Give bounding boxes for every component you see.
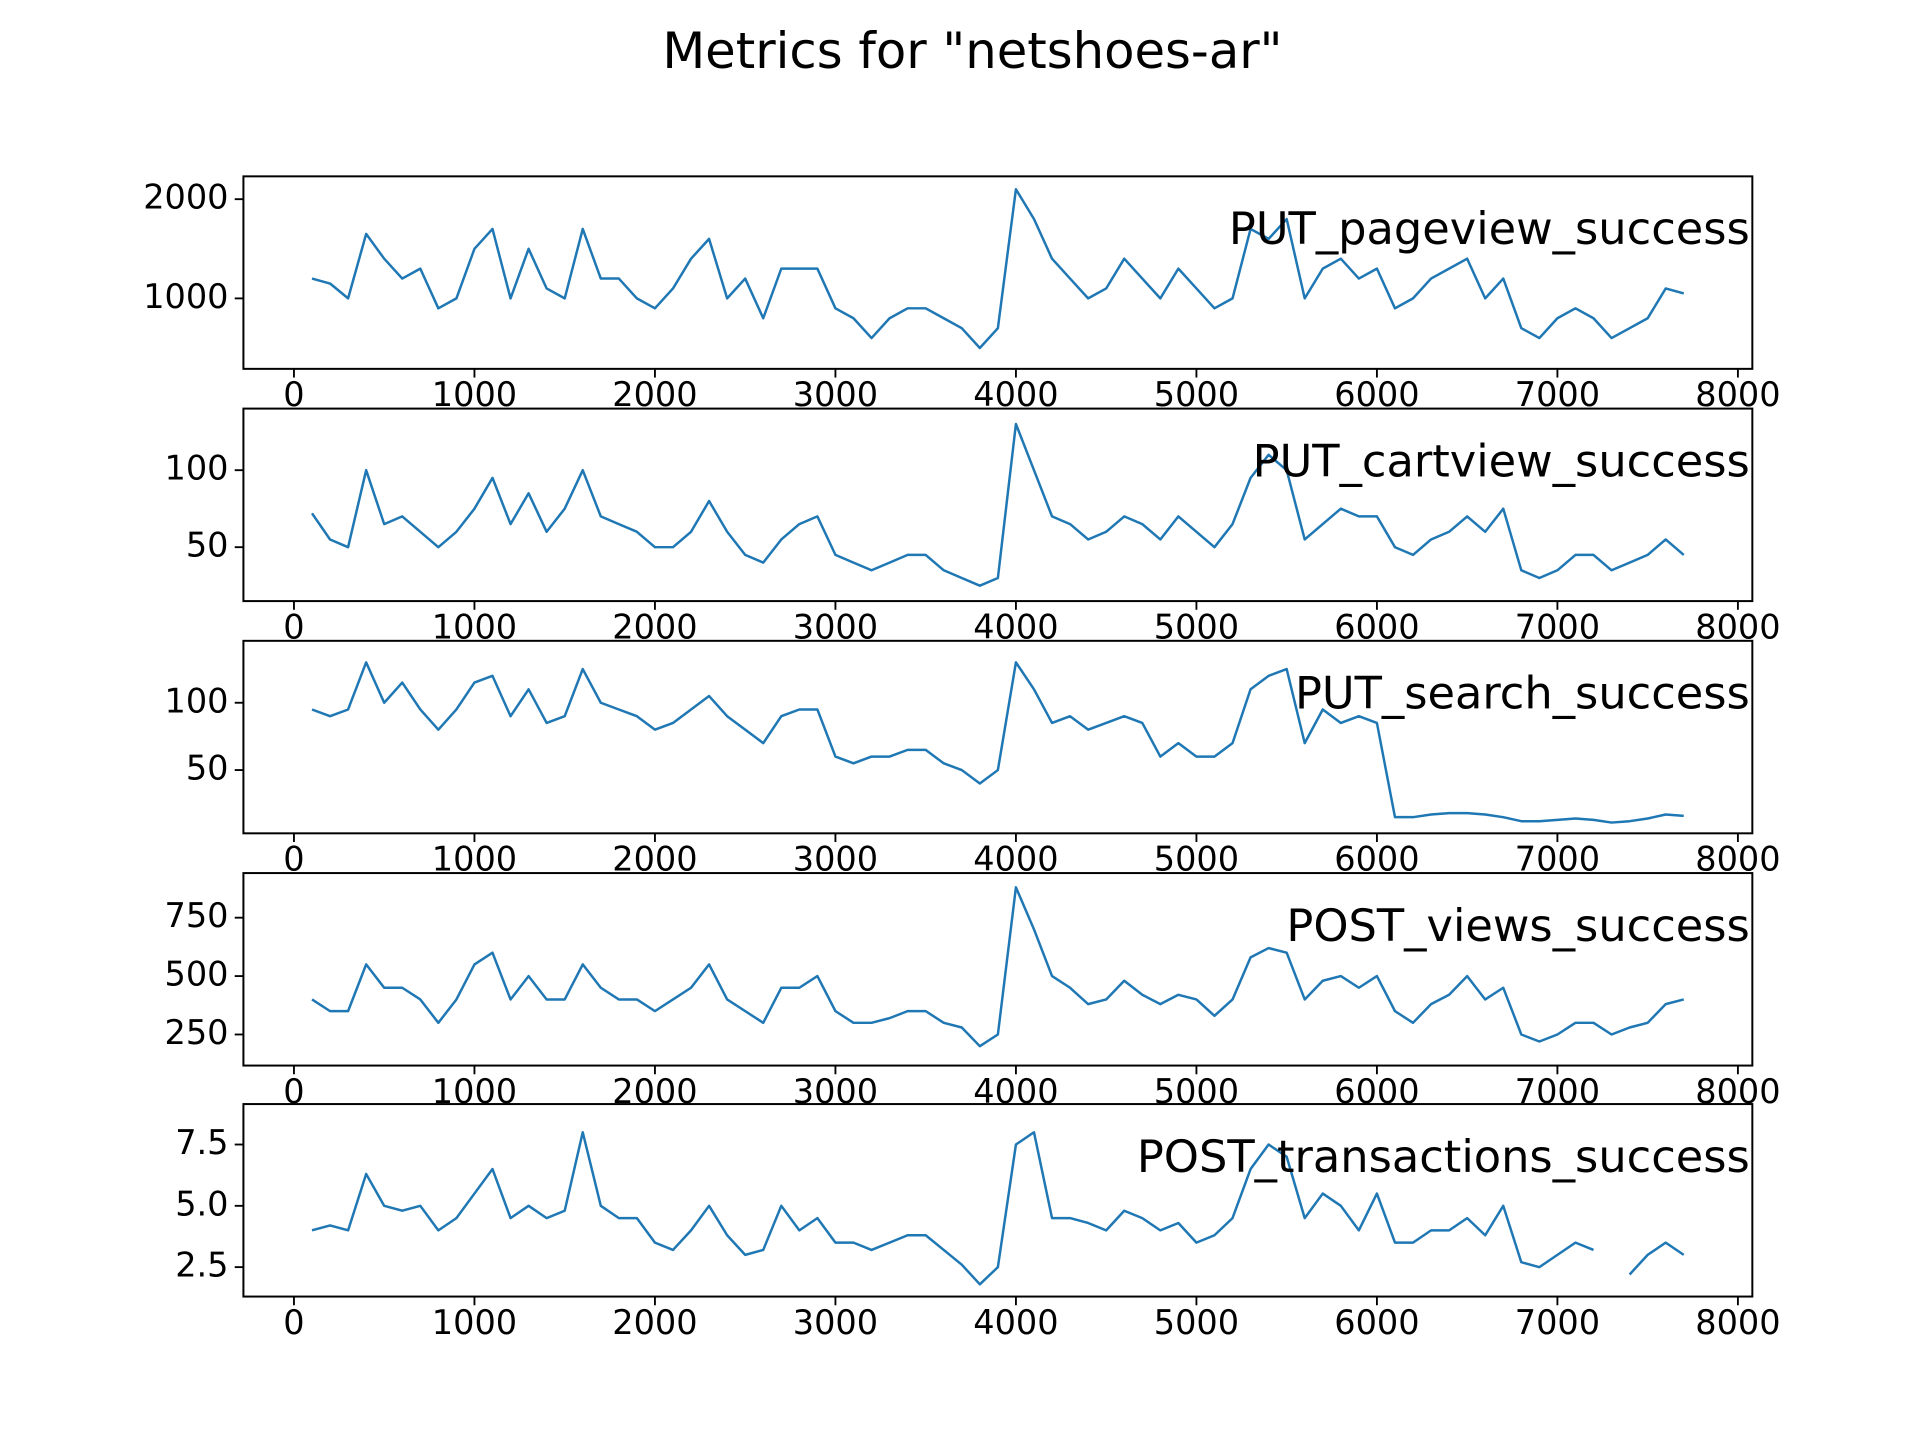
y-tick-label: 500	[165, 955, 229, 994]
y-tick-label: 2.5	[175, 1246, 228, 1285]
x-tick-label: 2000	[612, 1303, 697, 1342]
axes-frame	[242, 175, 1754, 370]
axes-frame	[242, 639, 1754, 835]
x-tick-label: 0	[283, 840, 304, 879]
y-tick-label: 5.0	[175, 1184, 228, 1223]
x-tick-label: 6000	[1334, 1303, 1419, 1342]
axes-frame	[242, 1103, 1754, 1298]
axes-frame	[242, 407, 1754, 603]
y-tick-label: 100	[165, 449, 229, 488]
x-tick-label: 8000	[1695, 1303, 1780, 1342]
y-tick-label: 50	[186, 526, 229, 565]
series-annotation: POST_transactions_success	[1137, 1131, 1750, 1183]
series-annotation: PUT_pageview_success	[1229, 203, 1750, 255]
y-tick-label: 750	[165, 896, 229, 935]
series-annotation: PUT_cartview_success	[1253, 435, 1750, 487]
y-tick-label: 250	[165, 1013, 229, 1052]
y-tick-label: 2000	[143, 178, 228, 217]
axes-background	[243, 640, 1753, 834]
series-line	[311, 188, 1685, 350]
axes-frame	[242, 872, 1754, 1067]
series-line	[311, 661, 1684, 824]
x-tick-label: 7000	[1515, 1303, 1600, 1342]
series-annotation: PUT_search_success	[1295, 668, 1750, 720]
axes-background	[243, 176, 1753, 369]
y-tick-label: 7.5	[175, 1123, 228, 1162]
figure-title: Metrics for "netshoes-ar"	[662, 22, 1282, 80]
x-tick-label: 3000	[793, 1303, 878, 1342]
series-annotation: POST_views_success	[1286, 900, 1749, 952]
y-tick-label: 50	[186, 749, 229, 788]
series-line	[311, 1131, 1685, 1286]
y-tick-label: 100	[165, 681, 229, 720]
x-tick-label: 0	[283, 375, 304, 414]
series-line	[311, 886, 1685, 1048]
x-tick-label: 0	[283, 1072, 304, 1111]
x-tick-label: 5000	[1154, 1303, 1239, 1342]
series-line	[310, 422, 1685, 587]
y-tick-label: 1000	[143, 277, 228, 316]
x-tick-label: 4000	[973, 1303, 1058, 1342]
x-tick-label: 1000	[432, 1303, 517, 1342]
x-tick-label: 0	[283, 607, 304, 646]
x-tick-label: 0	[283, 1303, 304, 1342]
